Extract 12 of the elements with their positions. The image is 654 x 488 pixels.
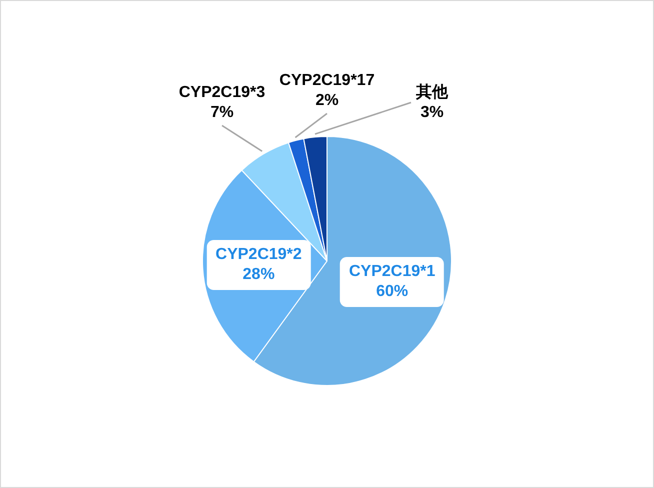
slice-label: 其他 bbox=[415, 82, 449, 101]
slice-label: CYP2C19*17 bbox=[279, 72, 375, 89]
slice-label: CYP2C19*2 bbox=[216, 245, 302, 266]
data-label: 7% bbox=[210, 104, 234, 121]
label-box: CYP2C19*2 28% bbox=[206, 240, 311, 290]
data-label: 60% bbox=[375, 282, 410, 302]
data-label: 3% bbox=[420, 104, 444, 121]
slice-label: CYP2C19*1 bbox=[348, 262, 436, 282]
label-box: CYP2C19*1 60% bbox=[340, 257, 444, 308]
data-label: 28% bbox=[242, 265, 276, 286]
data-label: 2% bbox=[315, 92, 339, 109]
slice-label: CYP2C19*3 bbox=[178, 84, 266, 101]
